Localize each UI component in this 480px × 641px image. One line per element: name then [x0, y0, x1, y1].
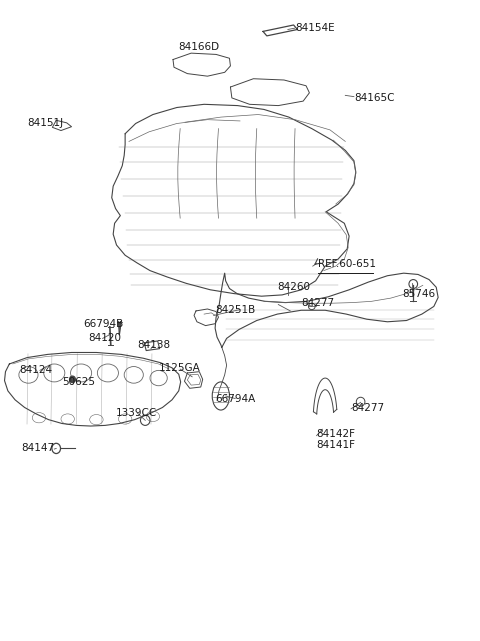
- Text: 84147: 84147: [21, 444, 54, 453]
- Text: 66794A: 66794A: [215, 394, 255, 404]
- Text: 84165C: 84165C: [354, 93, 395, 103]
- Text: 85746: 85746: [403, 288, 436, 299]
- Text: 1125GA: 1125GA: [158, 363, 200, 373]
- Text: 84124: 84124: [19, 365, 52, 375]
- Text: 84260: 84260: [277, 281, 311, 292]
- Text: 84166D: 84166D: [178, 42, 219, 52]
- Text: 84138: 84138: [137, 340, 170, 351]
- Text: 84120: 84120: [88, 333, 121, 343]
- Text: 84142F: 84142F: [317, 429, 356, 438]
- Text: 84151J: 84151J: [27, 119, 63, 128]
- Ellipse shape: [70, 376, 75, 383]
- Text: 84154E: 84154E: [295, 23, 335, 33]
- Text: 66794B: 66794B: [83, 319, 123, 329]
- Text: 1339CC: 1339CC: [116, 408, 157, 417]
- Text: 84277: 84277: [301, 298, 335, 308]
- Text: 84277: 84277: [351, 403, 384, 413]
- Text: 84251B: 84251B: [215, 304, 255, 315]
- Text: REF.60-651: REF.60-651: [318, 259, 375, 269]
- Text: 50625: 50625: [62, 377, 95, 387]
- Text: 84141F: 84141F: [317, 440, 356, 449]
